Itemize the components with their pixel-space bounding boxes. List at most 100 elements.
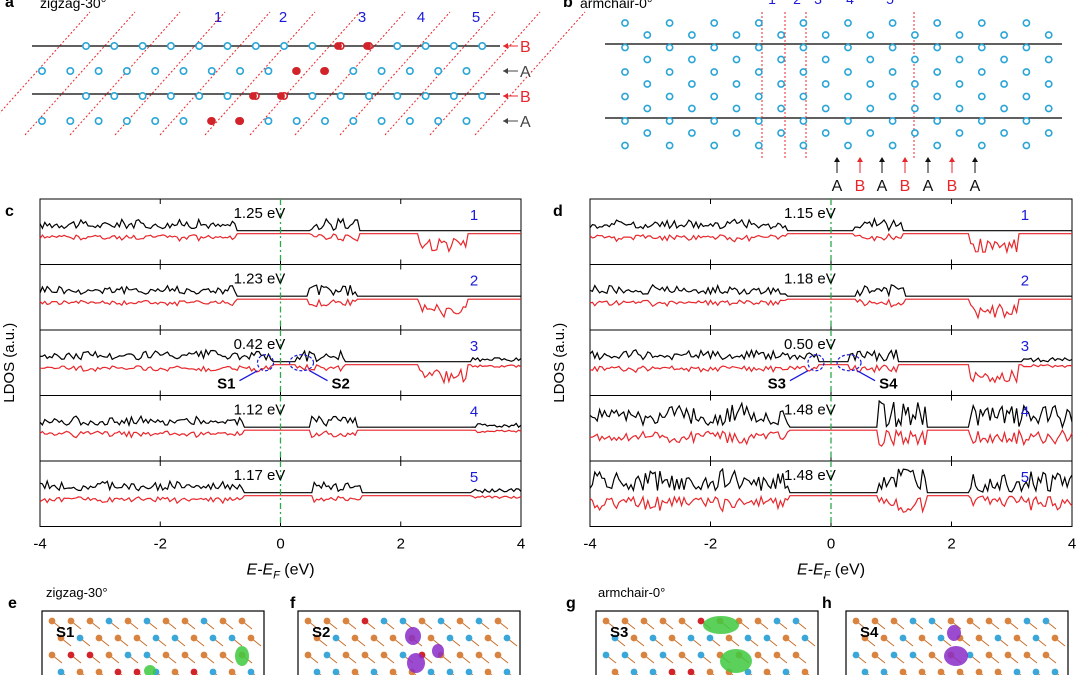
- panel-b-atom: [1044, 129, 1053, 137]
- panel-label-g: g: [566, 595, 576, 612]
- panel-b-atom: [844, 92, 852, 101]
- panel-a-defect-atom: [334, 42, 342, 50]
- structure-atom: [640, 617, 648, 625]
- structure-atom: [1042, 617, 1050, 625]
- panel-b-atom: [665, 141, 674, 150]
- panel-b-atom: [844, 43, 852, 52]
- ldos-gap-label: 0.50 eV: [784, 336, 836, 353]
- panel-b-atom: [621, 92, 629, 101]
- panel-b-atom: [821, 55, 830, 64]
- ldos-series-label: 2: [470, 273, 478, 290]
- ldos-spin-down-line: [39, 495, 522, 505]
- panel-b-atom: [621, 141, 629, 150]
- panel-a-atom: [236, 67, 245, 76]
- structure-atom: [630, 634, 638, 642]
- structure-atom: [773, 651, 781, 659]
- panel-b-atom: [754, 43, 763, 52]
- ldos-spin-down-line: [589, 428, 1073, 447]
- structure-atom: [133, 634, 141, 642]
- panel-b-atom: [933, 117, 942, 125]
- structure-atom: [918, 634, 926, 642]
- ldos-state-label: S2: [332, 376, 350, 393]
- structure-atom: [86, 651, 94, 659]
- panel-a-atom: [393, 92, 402, 101]
- structure-atom: [304, 617, 312, 625]
- structure-atom: [380, 617, 388, 625]
- panel-b-bottom-label: A: [923, 178, 934, 195]
- panel-b-atom: [1022, 43, 1031, 52]
- panel-label-h: h: [822, 595, 832, 612]
- panel-b-atom: [754, 117, 763, 125]
- panel-b-atom: [621, 19, 629, 27]
- charge-density-lobe: [703, 616, 739, 634]
- panel-b-atom: [710, 68, 719, 76]
- structure-atom: [143, 617, 151, 625]
- panel-a-atom: [122, 67, 131, 76]
- panel-b-atom: [777, 55, 785, 64]
- structure-atom: [361, 651, 369, 659]
- panel-b-atom: [933, 68, 942, 76]
- panel-b-atom: [710, 141, 719, 150]
- ldos-spin-down-line: [589, 494, 1073, 514]
- structure-atom: [744, 634, 752, 642]
- panel-b-atom: [1022, 117, 1031, 125]
- panel-b-atom: [1000, 55, 1008, 64]
- structure-atom: [332, 634, 340, 642]
- structure-atom: [782, 668, 790, 675]
- panel-a-atom: [122, 117, 131, 126]
- panel-b-atom: [643, 104, 652, 113]
- panel-a-atom: [195, 92, 204, 101]
- panel-a-defect-atom: [207, 117, 215, 125]
- structure-atom: [985, 651, 993, 659]
- panel-b-arrowhead: [834, 157, 840, 162]
- panel-b-atom: [844, 141, 852, 150]
- ldos-spin-down-line: [589, 363, 1073, 385]
- panel-b-atom: [1000, 104, 1008, 113]
- structure-atom: [975, 668, 983, 675]
- panel-e-title: zigzag-30°: [46, 585, 108, 600]
- panel-a-row-label: A: [520, 64, 531, 81]
- structure-atom: [171, 668, 179, 675]
- panel-a-atom: [308, 92, 317, 101]
- panel-a-atom: [37, 67, 46, 76]
- panel-a-row-label: B: [520, 89, 531, 106]
- ldos-xtick-label: -2: [154, 536, 167, 553]
- panel-a-row-arrowhead: [503, 118, 508, 124]
- panel-a-atom: [37, 117, 46, 126]
- panel-a-row-label: B: [520, 39, 531, 56]
- panel-b-atom: [643, 55, 652, 64]
- panel-a-defect-atom: [277, 92, 285, 100]
- ldos-gap-label: 1.12 eV: [234, 402, 286, 419]
- panel-a-defect-atom: [363, 42, 371, 50]
- structure-atom: [801, 634, 809, 642]
- structure-atom: [494, 651, 502, 659]
- panel-b-atom: [732, 55, 741, 64]
- panel-b-atom: [821, 129, 830, 137]
- charge-density-lobe: [944, 646, 968, 666]
- panel-a-atom: [179, 67, 188, 76]
- panel-b-atom: [688, 31, 696, 39]
- structure-atom: [956, 668, 964, 675]
- panel-b-atom: [1044, 31, 1053, 39]
- panel-b-atom: [1022, 92, 1031, 101]
- panel-b-atom: [844, 117, 852, 125]
- panel-b-atom: [955, 104, 964, 113]
- structure-atom: [399, 617, 407, 625]
- structure-atom: [871, 617, 879, 625]
- structure-atom: [937, 634, 945, 642]
- panel-b-atom: [866, 104, 875, 113]
- ldos-gap-label: 1.18 eV: [784, 271, 836, 288]
- panel-b-atom: [955, 55, 964, 64]
- panel-a-atom: [195, 41, 204, 50]
- structure-atom: [801, 668, 809, 675]
- panel-label-a: a: [5, 0, 14, 11]
- structure-atom: [86, 617, 94, 625]
- panel-b-atom: [754, 19, 763, 27]
- structure-atom: [427, 668, 435, 675]
- panel-b-atom: [643, 80, 652, 88]
- structure-atom: [937, 668, 945, 675]
- panel-b-atom: [888, 141, 897, 150]
- panel-a-atom: [179, 117, 188, 126]
- structure-atom: [909, 651, 917, 659]
